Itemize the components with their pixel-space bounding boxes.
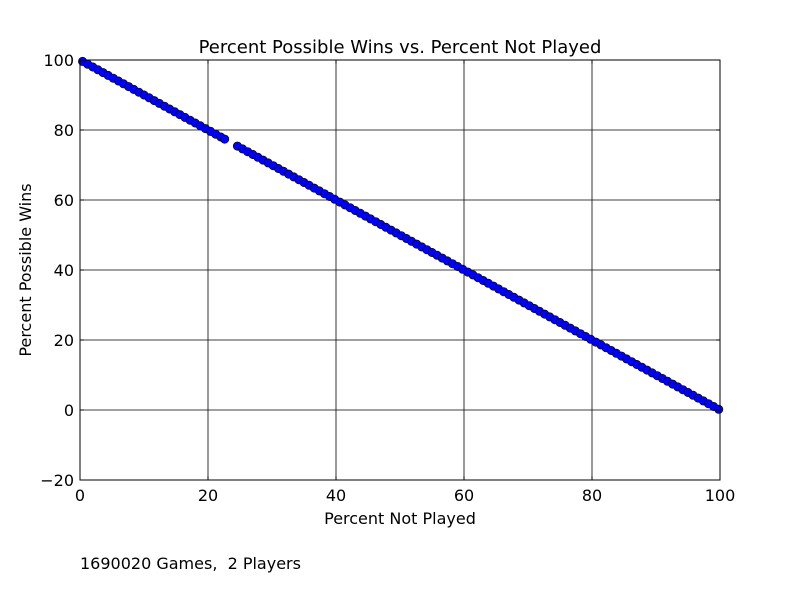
y-tick-label: −20: [40, 471, 74, 490]
x-tick-label: 80: [582, 486, 602, 505]
x-tick-label: 0: [75, 486, 85, 505]
y-tick-label: 60: [54, 191, 74, 210]
x-tick-label: 60: [454, 486, 474, 505]
y-tick-label: 100: [43, 51, 74, 70]
y-axis-label: Percent Possible Wins: [16, 183, 35, 356]
y-tick-label: 80: [54, 121, 74, 140]
chart-title: Percent Possible Wins vs. Percent Not Pl…: [199, 37, 602, 58]
y-tick-label: 0: [64, 401, 74, 420]
data-points: [78, 56, 724, 414]
x-axis-label: Percent Not Played: [324, 509, 476, 528]
y-tick-label: 20: [54, 331, 74, 350]
scatter-point: [220, 134, 230, 144]
scatter-point: [714, 404, 724, 414]
x-tick-label: 20: [198, 486, 218, 505]
y-tick-label: 40: [54, 261, 74, 280]
x-tick-label: 40: [326, 486, 346, 505]
footnote: 1690020 Games, 2 Players: [80, 554, 301, 573]
grid-lines: [80, 60, 720, 480]
x-tick-label: 100: [705, 486, 736, 505]
